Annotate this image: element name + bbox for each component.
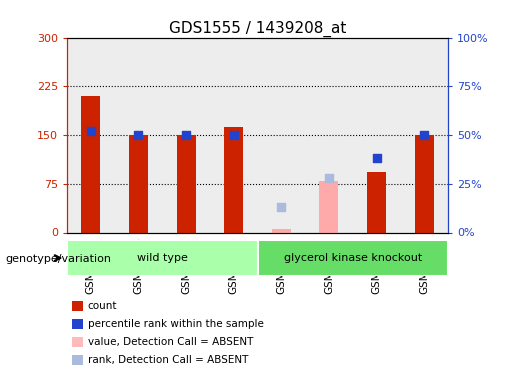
Bar (67, 240, 258, 276)
Text: glycerol kinase knockout: glycerol kinase knockout (284, 253, 422, 263)
Bar (177, 135, 196, 232)
Point (182, 132, 190, 138)
Text: percentile rank within the sample: percentile rank within the sample (88, 319, 264, 328)
Point (372, 155, 381, 161)
Text: wild type: wild type (137, 253, 187, 263)
Text: genotype/variation: genotype/variation (5, 254, 111, 264)
Bar (129, 135, 148, 232)
Point (420, 132, 428, 138)
Bar (224, 126, 243, 232)
Text: value, Detection Call = ABSENT: value, Detection Call = ABSENT (88, 337, 253, 346)
Text: count: count (88, 301, 117, 310)
Text: rank, Detection Call = ABSENT: rank, Detection Call = ABSENT (88, 355, 248, 364)
Bar (67, 38, 115, 232)
Text: GDS1555 / 1439208_at: GDS1555 / 1439208_at (169, 21, 346, 37)
Bar (367, 172, 386, 232)
Point (325, 175, 333, 181)
Bar (319, 180, 338, 232)
Point (87, 128, 95, 134)
Bar (258, 240, 448, 276)
Bar (272, 229, 291, 232)
Point (277, 204, 285, 210)
Point (230, 132, 238, 138)
Bar (81, 96, 100, 232)
Bar (401, 38, 448, 232)
Bar (114, 38, 162, 232)
Bar (415, 135, 434, 232)
Bar (162, 38, 210, 232)
Point (134, 132, 143, 138)
Bar (305, 38, 353, 232)
Bar (210, 38, 258, 232)
Bar (353, 38, 401, 232)
Bar (258, 38, 305, 232)
